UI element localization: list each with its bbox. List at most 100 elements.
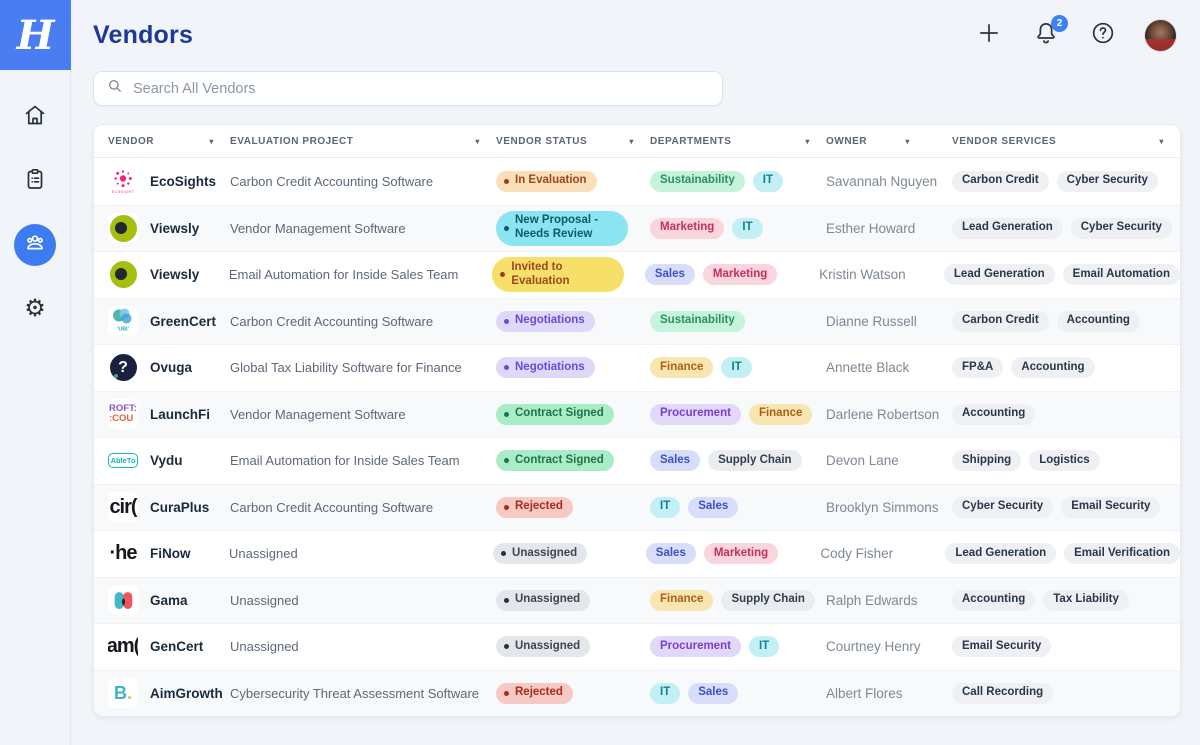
add-button[interactable] [974, 20, 1004, 50]
service-badge: Accounting [1011, 357, 1095, 379]
search-input[interactable] [133, 80, 710, 97]
vendor-logo: ECOSIGHT [108, 166, 138, 197]
owner-cell: Dianne Russell [826, 313, 917, 329]
sidebar: H [0, 0, 71, 745]
table-row[interactable]: am( GenCert Unassigned Unassigned Procur… [94, 623, 1180, 670]
table-row[interactable]: 'UBI' GreenCert Carbon Credit Accounting… [94, 297, 1180, 344]
status-badge: Unassigned [496, 636, 591, 658]
table-row[interactable]: Gama Unassigned Unassigned Finance Supply… [94, 576, 1180, 623]
status-label: In Evaluation [515, 174, 587, 187]
vendor-logo: cir( [108, 492, 138, 523]
department-badge: Sales [650, 450, 701, 472]
services-cell: Email Security [952, 636, 1180, 658]
vendor-name: AimGrowth [150, 685, 223, 701]
search-area [71, 70, 1200, 106]
sidebar-item-projects[interactable] [14, 160, 56, 202]
sidebar-item-vendors[interactable] [14, 224, 56, 266]
services-cell: FP&A Accounting [952, 357, 1180, 379]
sort-icon: ▾ [805, 136, 810, 146]
sidebar-item-settings[interactable]: ⚙ [14, 288, 56, 330]
project-cell: Vendor Management Software [230, 406, 406, 422]
column-header-owner[interactable]: Owner ▾ [826, 135, 910, 147]
department-badge: IT [650, 682, 681, 704]
sort-icon: ▾ [905, 136, 910, 146]
sort-icon: ▾ [475, 136, 480, 146]
services-cell: Lead Generation Email Automation [943, 264, 1180, 286]
user-avatar[interactable] [1145, 19, 1176, 51]
svg-text:'UBI': 'UBI' [117, 327, 129, 333]
search-bar [93, 71, 723, 106]
service-badge: Shipping [952, 450, 1022, 472]
table-row[interactable]: Viewsly Vendor Management Software New P… [94, 204, 1180, 251]
app-logo[interactable]: H [0, 0, 71, 70]
departments-cell: Sustainability [650, 310, 826, 332]
sidebar-item-home[interactable] [14, 96, 56, 138]
status-label: Negotiations [515, 314, 585, 327]
table-row[interactable]: ? Ovuga Global Tax Liability Software fo… [94, 344, 1180, 391]
bell-icon [1033, 20, 1059, 51]
table-row[interactable]: cir( CuraPlus Carbon Credit Accounting S… [94, 483, 1180, 530]
departments-cell: Finance Supply Chain [650, 589, 826, 611]
vendor-name: GreenCert [150, 313, 217, 329]
departments-cell: Finance IT [650, 357, 826, 379]
search-icon [106, 77, 124, 100]
sort-icon: ▾ [629, 136, 634, 146]
department-badge: Finance [650, 589, 714, 611]
top-actions: 2 [974, 15, 1176, 51]
table-row[interactable]: ROFT::COU LaunchFi Vendor Management Sof… [94, 390, 1180, 437]
column-header-departments[interactable]: Departments ▾ [650, 135, 810, 147]
column-header-project[interactable]: Evaluation Project ▾ [230, 135, 480, 147]
service-badge: Accounting [952, 589, 1036, 611]
vendor-name: Ovuga [150, 360, 193, 376]
column-header-services[interactable]: Vendor Services ▾ [952, 135, 1164, 147]
vendor-name: Vydu [150, 453, 183, 469]
department-badge: Sales [688, 496, 739, 518]
department-badge: Procurement [650, 636, 741, 658]
table-row[interactable]: B. AimGrowth Cybersecurity Threat Assess… [94, 669, 1180, 716]
vendor-name: GenCert [150, 639, 204, 655]
services-cell: Accounting Tax Liability [952, 589, 1180, 611]
table-row[interactable]: Viewsly Email Automation for Inside Sale… [94, 251, 1180, 298]
gear-icon: ⚙ [24, 295, 46, 322]
table-row[interactable]: AbleTo Vydu Email Automation for Inside … [94, 437, 1180, 484]
service-badge: Accounting [1056, 310, 1140, 332]
column-header-vendor[interactable]: Vendor ▾ [108, 135, 214, 147]
project-cell: Unassigned [230, 592, 299, 608]
service-badge: Carbon Credit [952, 310, 1049, 332]
owner-cell: Courtney Henry [826, 639, 921, 655]
services-cell: Call Recording [952, 682, 1180, 704]
owner-cell: Brooklyn Simmons [826, 499, 939, 515]
app-logo-letter: H [16, 11, 55, 59]
department-badge: Supply Chain [708, 450, 802, 472]
status-label: Unassigned [515, 593, 581, 606]
services-cell: Carbon Credit Accounting [952, 310, 1180, 332]
vendor-name: FiNow [150, 546, 191, 562]
table-row[interactable]: ·he FiNow Unassigned Unassigned Sales Mar… [94, 530, 1180, 577]
vendor-logo: ? [108, 352, 138, 383]
help-button[interactable] [1088, 20, 1118, 50]
service-badge: Accounting [952, 403, 1036, 425]
owner-cell: Devon Lane [826, 453, 899, 469]
status-dot [504, 411, 509, 417]
status-label: Invited to Evaluation [511, 260, 570, 287]
status-label: Negotiations [515, 360, 585, 373]
service-badge: Logistics [1029, 450, 1100, 472]
project-cell: Cybersecurity Threat Assessment Software [230, 685, 480, 701]
status-dot [504, 597, 509, 603]
sidebar-nav: ⚙ [0, 96, 70, 330]
service-badge: FP&A [952, 357, 1004, 379]
services-cell: Lead Generation Cyber Security [952, 217, 1180, 239]
service-badge: Tax Liability [1043, 589, 1129, 611]
notifications-button[interactable]: 2 [1031, 15, 1068, 51]
table-row[interactable]: ECOSIGHT EcoSights Carbon Credit Account… [94, 158, 1180, 205]
status-dot [504, 318, 509, 324]
top-bar: Vendors 2 [71, 0, 1200, 70]
department-badge: Sales [644, 264, 695, 286]
status-badge: Negotiations [496, 310, 595, 332]
sort-icon: ▾ [1159, 136, 1164, 146]
sort-icon: ▾ [209, 136, 214, 146]
services-cell: Shipping Logistics [952, 450, 1180, 472]
column-header-status[interactable]: Vendor Status ▾ [496, 135, 634, 147]
status-badge: Unassigned [493, 543, 588, 565]
vendor-name: Gama [150, 592, 188, 608]
